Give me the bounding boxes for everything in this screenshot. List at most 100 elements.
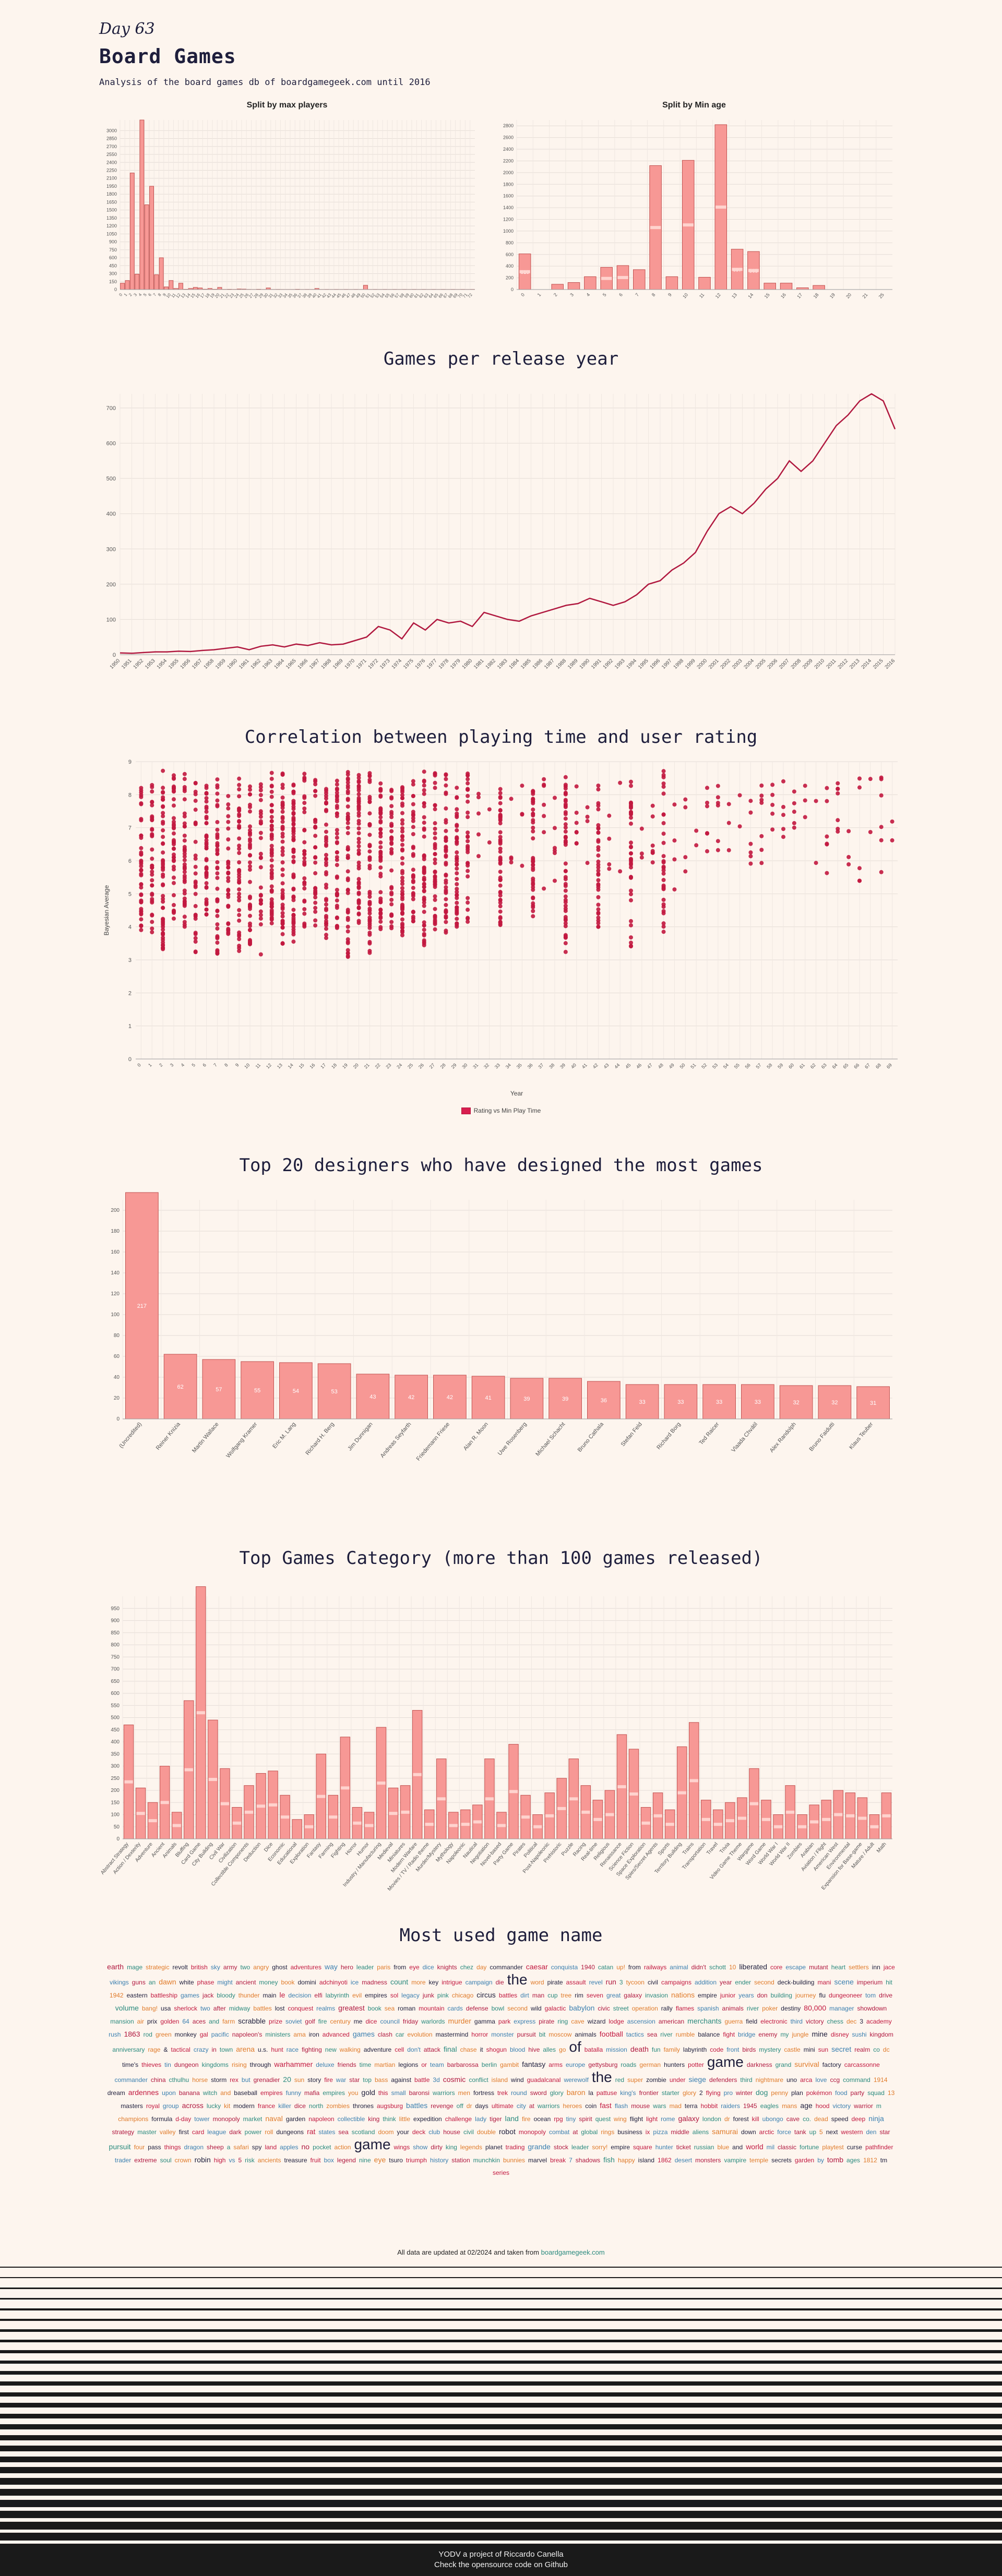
scatter-point: [781, 779, 785, 784]
scatter-point: [455, 786, 459, 790]
word-cloud-word: tsuro: [389, 2157, 403, 2164]
scatter-point: [661, 864, 666, 869]
scatter-point: [455, 900, 459, 905]
scatter-point: [444, 902, 448, 907]
scatter-point: [302, 907, 307, 911]
scatter-point: [400, 796, 404, 801]
scatter-point: [367, 811, 372, 816]
scatter-point: [455, 921, 459, 926]
scatter-point: [563, 906, 568, 911]
bar-highlight: [689, 1779, 698, 1783]
word-cloud-word: time: [359, 2061, 372, 2068]
scatter-point: [313, 909, 318, 914]
scatter-point: [585, 814, 590, 819]
scatter-point: [161, 922, 165, 927]
scatter-point: [378, 788, 383, 793]
scatter-point: [422, 783, 426, 788]
footer-github-link[interactable]: Check the opensource code on Github: [434, 2560, 568, 2569]
scatter-point: [367, 906, 372, 911]
scatter-point: [585, 861, 590, 865]
bar-highlight: [593, 1817, 602, 1821]
word-cloud-word: 1945: [743, 2102, 757, 2110]
correlation-legend[interactable]: Rating vs Min Play Time: [0, 1107, 1002, 1115]
scatter-point: [498, 870, 503, 874]
scatter-point: [422, 815, 426, 820]
scatter-point: [237, 847, 242, 851]
scatter-point: [553, 826, 557, 830]
scatter-point: [596, 807, 601, 812]
word-cloud-word: barbarossa: [447, 2061, 479, 2068]
scatter-point: [226, 871, 231, 876]
word-cloud-word: baronsi: [409, 2089, 430, 2097]
scatter-point: [433, 826, 437, 831]
word-cloud-word: bit: [539, 2031, 546, 2038]
y-tick-label: 200: [111, 1788, 120, 1793]
scatter-point: [389, 897, 394, 902]
word-cloud-word: spy: [252, 2144, 262, 2151]
word-cloud-word: ubongo: [762, 2115, 783, 2123]
x-tick-label: 49: [668, 1062, 675, 1069]
scatter-point: [172, 789, 176, 793]
data-source-link[interactable]: boardgamegeek.com: [541, 2248, 605, 2256]
word-cloud-word: dawn: [159, 1978, 176, 1986]
scatter-point: [367, 771, 372, 776]
word-cloud-word: circus: [476, 1991, 496, 1999]
categories-section-title: Top Games Category (more than 100 games …: [239, 1548, 763, 1569]
scatter-point: [444, 872, 448, 877]
word-cloud-word: american: [658, 2018, 685, 2025]
data-label: 55: [254, 1388, 260, 1394]
word-cloud-word: dr: [724, 2115, 730, 2123]
word-cloud-word: and: [209, 2018, 220, 2025]
bar-highlight: [461, 1823, 470, 1826]
word-cloud-word: two: [200, 2005, 210, 2012]
scatter-point: [759, 861, 764, 865]
scatter-point: [596, 826, 601, 830]
scatter-point: [324, 842, 328, 847]
word-cloud-word: food: [835, 2089, 848, 2097]
stripe: [0, 2511, 1002, 2518]
scatter-point: [879, 793, 884, 798]
y-tick-label: 6: [128, 858, 132, 864]
bar-highlight: [124, 1780, 133, 1784]
scatter-point: [345, 888, 350, 893]
word-cloud-word: rumble: [675, 2031, 695, 2038]
per-year-chart: 0100200300400500600700195019511952195319…: [106, 393, 896, 670]
scatter-point: [313, 845, 318, 850]
scatter-point: [139, 852, 144, 857]
scatter-point: [258, 782, 263, 787]
scatter-point: [269, 858, 274, 862]
scatter-point: [400, 917, 404, 922]
scatter-point: [345, 916, 350, 920]
scatter-point: [433, 836, 437, 840]
word-cloud-word: apples: [280, 2144, 299, 2151]
word-cloud-word: small: [391, 2089, 406, 2097]
scatter-point: [444, 861, 448, 865]
x-tick-label: 17: [319, 1062, 327, 1069]
scatter-point: [585, 818, 590, 823]
x-tick-label: 33: [494, 1062, 501, 1069]
data-label: 42: [447, 1394, 453, 1401]
x-axis-title: Year: [510, 1090, 523, 1097]
word-cloud-word: dirty: [431, 2144, 443, 2151]
x-tick-label: Vlaada Chvátil: [730, 1421, 759, 1453]
word-cloud-word: curse: [846, 2144, 863, 2151]
scatter-point: [324, 882, 328, 887]
x-tick-label: 18: [330, 1062, 338, 1069]
scatter-point: [258, 855, 263, 860]
word-cloud-word: white: [179, 1979, 194, 1986]
word-cloud-word: century: [330, 2018, 351, 2025]
word-cloud-word: sea: [647, 2031, 658, 2038]
x-tick-label: 2000: [696, 658, 709, 670]
word-cloud-word: hit: [886, 1979, 892, 1986]
data-label: 32: [793, 1400, 800, 1406]
word-cloud-word: break: [550, 2157, 566, 2164]
word-cloud-word: hunter: [655, 2144, 673, 2151]
word-cloud-word: rising: [231, 2061, 247, 2068]
scatter-point: [356, 848, 361, 853]
scatter-point: [759, 800, 764, 805]
scatter-point: [737, 793, 742, 798]
word-cloud-word: and: [732, 2144, 743, 2151]
scatter-point: [193, 892, 198, 896]
word-cloud-word: against: [391, 2076, 412, 2084]
scatter-point: [313, 793, 318, 798]
